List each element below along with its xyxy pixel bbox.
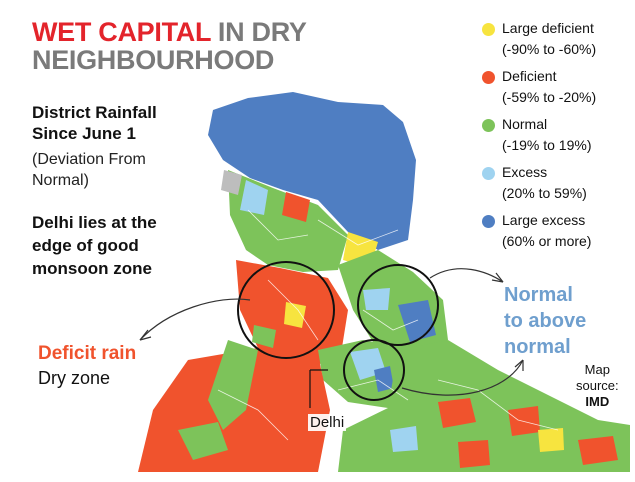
legend-label: Deficient xyxy=(502,68,557,84)
map-patch-punjab-yellow xyxy=(284,302,306,328)
map-patch-punjab-green xyxy=(252,325,276,348)
arrow-to-normal-bottom xyxy=(401,359,524,396)
infographic: WET CAPITAL IN DRY NEIGHBOURHOOD Distric… xyxy=(18,10,630,472)
map-source-line1: Map xyxy=(584,362,610,377)
legend-range: (60% or more) xyxy=(502,233,592,249)
callout-normal-line3: normal xyxy=(504,336,571,358)
legend-range: (-19% to 19%) xyxy=(502,137,592,153)
map-patch-up-yellow xyxy=(538,428,564,452)
callout-normal-line2: to above xyxy=(504,310,587,332)
legend-item-large-excess: Large excess (60% or more) xyxy=(480,210,630,258)
legend-swatch xyxy=(482,215,495,228)
callout-normal: Normal to above normal xyxy=(504,282,586,360)
map-patch-gray xyxy=(221,170,242,195)
legend-item-normal: Normal (-19% to 19%) xyxy=(480,114,630,162)
legend-item-deficient: Deficient (-59% to -20%) xyxy=(480,66,630,114)
legend-swatch xyxy=(482,71,495,84)
subtitle: District Rainfall Since June 1 xyxy=(32,102,192,144)
arrow-to-deficit xyxy=(139,298,251,341)
legend-label: Large excess xyxy=(502,212,586,228)
callout-dry-zone: Dry zone xyxy=(38,368,111,388)
legend-swatch xyxy=(482,119,495,132)
map-region-west-normal xyxy=(208,340,258,430)
map-patch-excess xyxy=(240,180,268,215)
map-source: Map source: IMD xyxy=(576,362,619,410)
legend-label: Excess xyxy=(502,164,548,180)
legend-swatch xyxy=(482,23,495,36)
district-borders xyxy=(217,209,559,441)
map-patch-excess-east xyxy=(363,288,390,310)
headline-part2: IN DRY xyxy=(217,17,307,47)
map-patch-up-excess xyxy=(390,426,418,452)
legend-range: (-59% to -20%) xyxy=(502,89,597,105)
map-patch-up-deficient-2 xyxy=(508,406,540,436)
circle-punjab-highlight xyxy=(237,261,335,359)
legend-range: (20% to 59%) xyxy=(502,185,587,201)
legend-item-excess: Excess (20% to 59%) xyxy=(480,162,630,210)
map-patch-up-deficient-3 xyxy=(578,436,618,465)
map-source-line3: IMD xyxy=(585,394,610,409)
map-patch-deficient xyxy=(282,192,310,222)
subtitle-line2: Since June 1 xyxy=(32,124,136,143)
callout-deficit-title: Deficit rain xyxy=(38,343,137,364)
headline: WET CAPITAL IN DRY NEIGHBOURHOOD xyxy=(32,18,307,74)
legend: Large deficient (-90% to -60%) Deficient… xyxy=(480,18,630,258)
rainfall-map xyxy=(138,92,630,472)
key-note: Delhi lies at the edge of good monsoon z… xyxy=(32,213,157,278)
circle-delhi-highlight xyxy=(343,339,405,401)
headline-line2: NEIGHBOURHOOD xyxy=(32,45,275,75)
legend-swatch xyxy=(482,167,495,180)
map-patch-delhi-blue xyxy=(374,366,394,392)
city-label-delhi: Delhi xyxy=(308,414,347,431)
legend-range: (-90% to -60%) xyxy=(502,41,597,57)
legend-item-large-deficient: Large deficient (-90% to -60%) xyxy=(480,18,630,66)
map-patch-large-excess-east xyxy=(398,300,436,342)
callout-normal-line1: Normal xyxy=(504,284,573,306)
headline-part1: WET CAPITAL xyxy=(32,17,211,47)
arrow-to-normal-top xyxy=(429,268,504,283)
subtitle-line1: District Rainfall xyxy=(32,103,157,122)
map-patch-up-deficient-1 xyxy=(438,398,476,428)
legend-label: Large deficient xyxy=(502,20,594,36)
legend-label: Normal xyxy=(502,116,548,132)
map-patch-up-deficient-4 xyxy=(458,440,490,468)
circle-uttarakhand-highlight xyxy=(357,264,439,346)
map-region-jammu-kashmir xyxy=(208,92,416,250)
map-source-line2: source: xyxy=(576,378,619,393)
deviation-note: (Deviation From Normal) xyxy=(32,151,146,189)
map-patch-raj-green xyxy=(178,422,228,460)
